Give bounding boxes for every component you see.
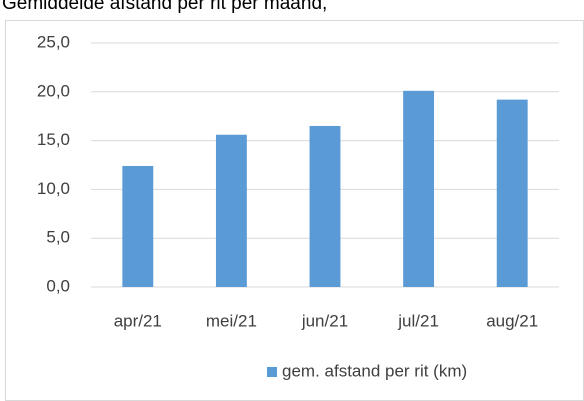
y-tick-label: 25,0 [37, 32, 70, 51]
chart-title: Gemiddelde afstand per rit per maand, [2, 0, 327, 14]
y-tick-label: 15,0 [37, 130, 70, 149]
x-tick-label: mei/21 [206, 311, 257, 330]
x-tick-label: aug/21 [486, 311, 538, 330]
bar [403, 90, 435, 287]
x-tick-label: jun/21 [301, 311, 348, 330]
y-tick-label: 5,0 [46, 228, 70, 247]
bar [309, 125, 341, 288]
chart-frame [5, 20, 584, 401]
legend-swatch [267, 367, 277, 377]
bar [215, 134, 247, 287]
legend-label: gem. afstand per rit (km) [282, 361, 467, 380]
y-tick-label: 10,0 [37, 179, 70, 198]
bar [122, 165, 154, 287]
bar [496, 99, 528, 287]
x-tick-label: jul/21 [397, 311, 439, 330]
y-tick-label: 20,0 [37, 81, 70, 100]
x-tick-label: apr/21 [114, 311, 162, 330]
y-tick-label: 0,0 [46, 276, 70, 295]
